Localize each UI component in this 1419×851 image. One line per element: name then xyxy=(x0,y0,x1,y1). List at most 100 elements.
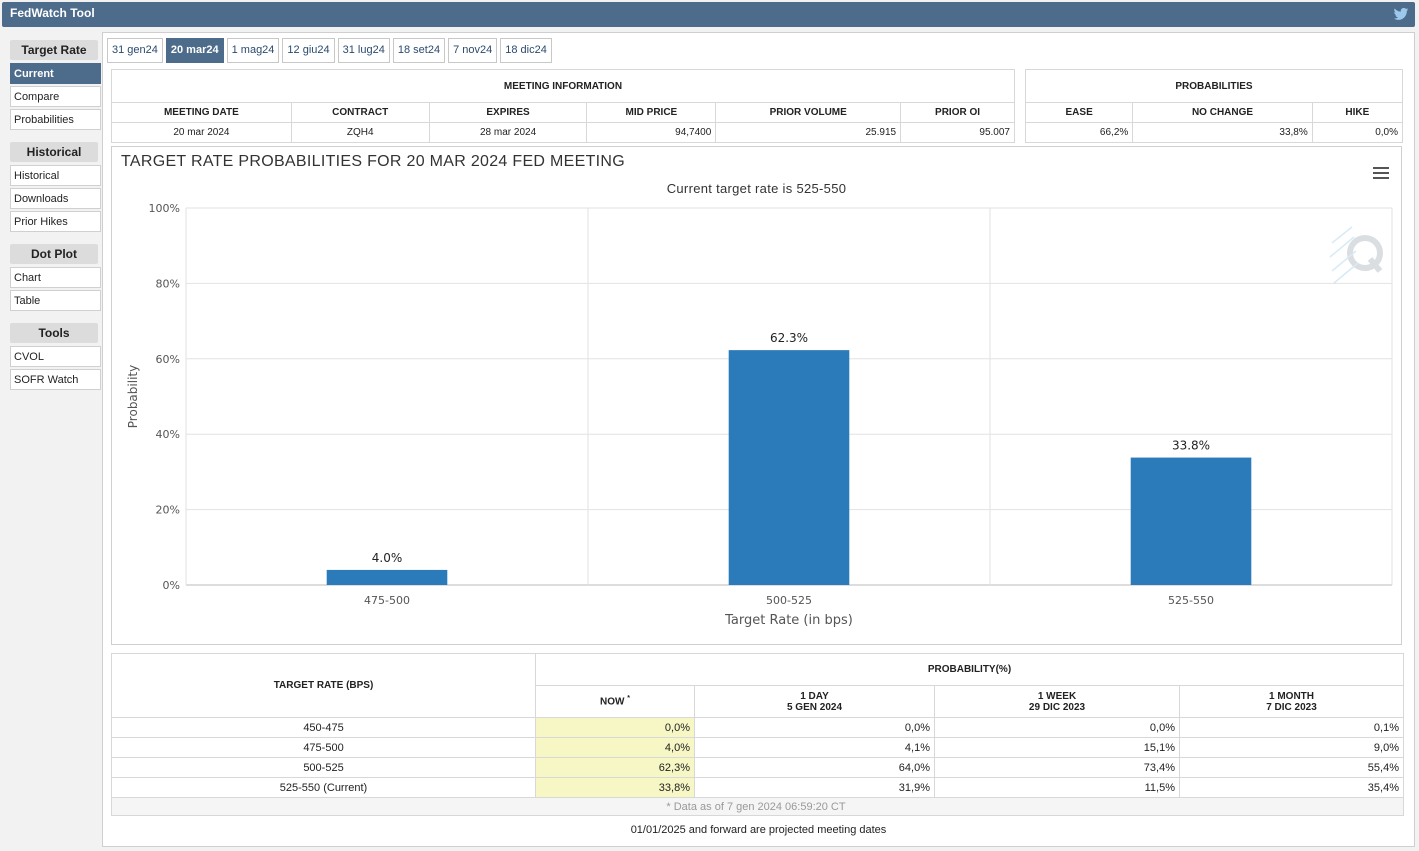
y-tick-label: 100% xyxy=(149,202,180,215)
now-cell: 0,0% xyxy=(535,717,695,738)
col-header-probability: PROBABILITY(%) xyxy=(535,653,1404,686)
sidebar-group-historical[interactable]: Historical xyxy=(10,142,98,162)
sidebar-group-dot-plot[interactable]: Dot Plot xyxy=(10,244,98,264)
value-cell: 73,4% xyxy=(934,757,1180,778)
main-panel: 31 gen24 20 mar24 1 mag24 12 giu24 31 lu… xyxy=(102,32,1415,847)
value-cell: 35,4% xyxy=(1179,777,1404,798)
value-cell: 31,9% xyxy=(694,777,935,798)
tab-meeting[interactable]: 31 gen24 xyxy=(107,38,163,63)
x-tick-label: 475-500 xyxy=(364,594,410,607)
col-header: MEETING DATE xyxy=(111,102,292,123)
sidebar-item-current[interactable]: Current xyxy=(10,63,101,84)
now-cell: 33,8% xyxy=(535,777,695,798)
q-logo-icon xyxy=(1329,226,1383,284)
bar-chart: 0% 20% 40% 60% 80% 100% 4.0% 475-500 62.3% 500-52… xyxy=(126,202,1393,628)
expires-value: 28 mar 2024 xyxy=(428,122,588,143)
no-change-value: 33,8% xyxy=(1132,122,1313,143)
y-tick-label: 20% xyxy=(156,504,180,517)
target-rate-probability-table: TARGET RATE (BPS) PROBABILITY(%) NOW * 1… xyxy=(111,653,1404,816)
x-tick-label: 525-550 xyxy=(1168,594,1214,607)
table-row: 525-550 (Current) 33,8% 31,9% 11,5% 35,4… xyxy=(111,777,1404,798)
meeting-date-value: 20 mar 2024 xyxy=(111,122,292,143)
prior-oi-value: 95.007 xyxy=(900,122,1015,143)
tab-meeting[interactable]: 12 giu24 xyxy=(282,38,335,63)
tab-meeting[interactable]: 1 mag24 xyxy=(226,38,280,63)
bar xyxy=(326,569,448,585)
prior-volume-value: 25.915 xyxy=(715,122,902,143)
col-header: EASE xyxy=(1024,102,1134,123)
data-label: 4.0% xyxy=(372,551,403,565)
x-axis-title: Target Rate (in bps) xyxy=(724,613,853,628)
col-header: MID PRICE xyxy=(586,102,717,123)
sidebar-item-chart[interactable]: Chart xyxy=(10,267,101,288)
y-axis-title: Probability xyxy=(126,365,140,428)
probabilities-title: PROBABILITIES xyxy=(1025,69,1403,103)
sidebar-item-prior-hikes[interactable]: Prior Hikes xyxy=(10,211,101,232)
value-cell: 15,1% xyxy=(934,737,1180,758)
chart-subtitle: Current target rate is 525-550 xyxy=(666,181,847,196)
value-cell: 0,1% xyxy=(1179,717,1404,738)
sidebar-item-sofr-watch[interactable]: SOFR Watch xyxy=(10,369,101,390)
sidebar: Target Rate Current Compare Probabilitie… xyxy=(10,40,101,392)
value-cell: 0,0% xyxy=(934,717,1180,738)
col-header-now: NOW * xyxy=(535,685,695,718)
table-row: 450-475 0,0% 0,0% 0,0% 0,1% xyxy=(111,717,1404,738)
sidebar-item-downloads[interactable]: Downloads xyxy=(10,188,101,209)
contract-value: ZQH4 xyxy=(290,122,430,143)
col-header-1-week: 1 WEEK 29 DIC 2023 xyxy=(934,685,1180,718)
tab-meeting[interactable]: 7 nov24 xyxy=(448,38,498,63)
now-cell: 62,3% xyxy=(535,757,695,778)
meeting-tabs: 31 gen24 20 mar24 1 mag24 12 giu24 31 lu… xyxy=(107,38,555,64)
sidebar-item-cvol[interactable]: CVOL xyxy=(10,346,101,367)
col-header: PRIOR OI xyxy=(900,102,1015,123)
meeting-info-title: MEETING INFORMATION xyxy=(111,69,1015,103)
tab-meeting[interactable]: 31 lug24 xyxy=(337,38,390,63)
hamburger-menu-icon[interactable] xyxy=(1373,167,1389,179)
value-cell: 4,1% xyxy=(694,737,935,758)
table-row: 500-525 62,3% 64,0% 73,4% 55,4% xyxy=(111,757,1404,778)
value-cell: 0,0% xyxy=(694,717,935,738)
now-cell: 4,0% xyxy=(535,737,695,758)
sidebar-group-tools[interactable]: Tools xyxy=(10,323,98,343)
app-title: FedWatch Tool xyxy=(10,6,95,20)
value-cell: 64,0% xyxy=(694,757,935,778)
chart-title: TARGET RATE PROBABILITIES FOR 20 MAR 202… xyxy=(121,153,626,170)
sidebar-item-table[interactable]: Table xyxy=(10,290,101,311)
sidebar-item-historical[interactable]: Historical xyxy=(10,165,101,186)
x-tick-label: 500-525 xyxy=(766,594,812,607)
tab-meeting[interactable]: 20 mar24 xyxy=(165,38,224,63)
sidebar-item-probabilities[interactable]: Probabilities xyxy=(10,109,101,130)
sidebar-item-compare[interactable]: Compare xyxy=(10,86,101,107)
y-tick-label: 40% xyxy=(156,428,180,441)
col-header-1-day: 1 DAY 5 GEN 2024 xyxy=(694,685,935,718)
footer-note: 01/01/2025 and forward are projected mee… xyxy=(630,824,887,836)
rate-cell: 475-500 xyxy=(111,737,536,758)
bar xyxy=(728,350,850,585)
twitter-icon[interactable] xyxy=(1393,6,1409,22)
col-header: CONTRACT xyxy=(290,102,430,123)
probabilities-table: PROBABILITIES EASE NO CHANGE HIKE 66,2% … xyxy=(1024,69,1404,143)
data-label: 33.8% xyxy=(1172,439,1210,453)
rate-cell: 500-525 xyxy=(111,757,536,778)
y-tick-label: 60% xyxy=(156,353,180,366)
col-header: PRIOR VOLUME xyxy=(715,102,902,123)
data-timestamp-note: * Data as of 7 gen 2024 06:59:20 CT xyxy=(111,797,1404,816)
tab-meeting[interactable]: 18 dic24 xyxy=(500,38,552,63)
y-tick-label: 0% xyxy=(163,579,180,592)
mid-price-value: 94,7400 xyxy=(586,122,717,143)
value-cell: 11,5% xyxy=(934,777,1180,798)
data-label: 62.3% xyxy=(770,331,808,345)
hike-value: 0,0% xyxy=(1311,122,1404,143)
bar xyxy=(1130,457,1252,585)
rate-cell: 525-550 (Current) xyxy=(111,777,536,798)
y-tick-label: 80% xyxy=(156,277,180,290)
col-header: NO CHANGE xyxy=(1132,102,1313,123)
sidebar-group-target-rate[interactable]: Target Rate xyxy=(10,40,98,60)
ease-value: 66,2% xyxy=(1024,122,1134,143)
value-cell: 55,4% xyxy=(1179,757,1404,778)
col-header-target-rate: TARGET RATE (BPS) xyxy=(111,653,536,718)
meeting-info-table: MEETING INFORMATION MEETING DATE CONTRAC… xyxy=(111,69,1015,143)
tab-meeting[interactable]: 18 set24 xyxy=(392,38,446,63)
col-header: EXPIRES xyxy=(428,102,588,123)
app-titlebar: FedWatch Tool xyxy=(2,2,1415,27)
